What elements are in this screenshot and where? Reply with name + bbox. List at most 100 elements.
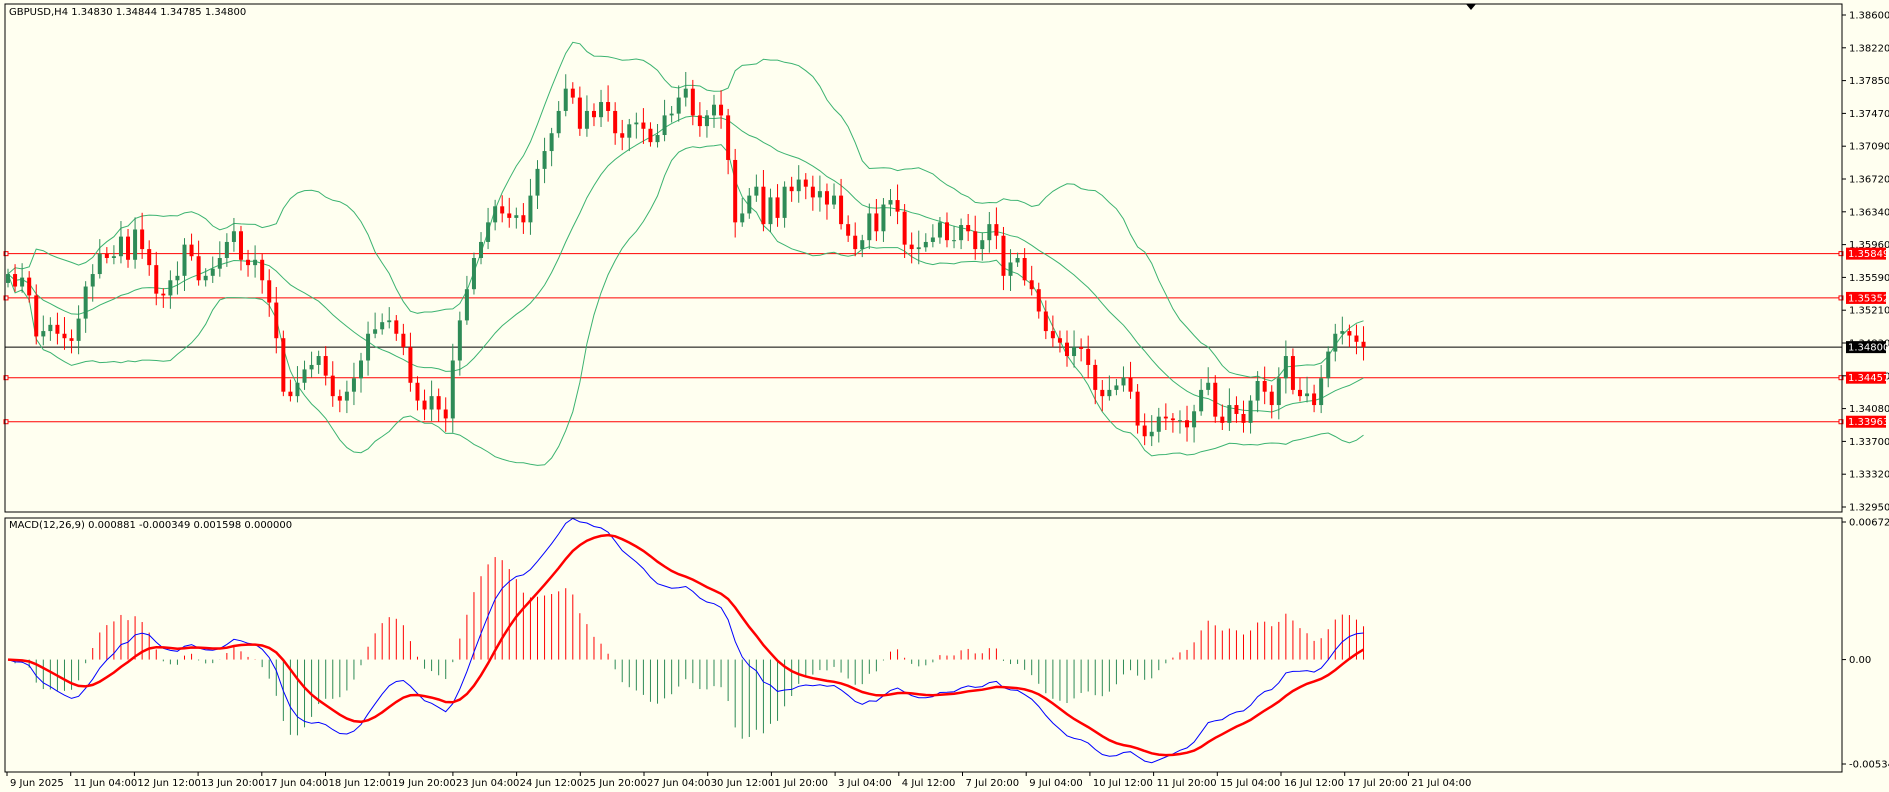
candle-45[interactable] — [323, 346, 328, 386]
level-handle-left-0[interactable] — [3, 251, 9, 257]
candle-156[interactable] — [1107, 375, 1112, 401]
candle-76[interactable] — [542, 137, 547, 184]
candle-103[interactable] — [733, 148, 738, 238]
candle-154[interactable] — [1093, 359, 1098, 405]
candle-144[interactable] — [1022, 248, 1027, 286]
candle-91[interactable] — [648, 122, 653, 147]
candle-54[interactable] — [387, 307, 392, 329]
candle-59[interactable] — [422, 389, 427, 421]
candle-86[interactable] — [613, 102, 618, 145]
candle-94[interactable] — [669, 106, 674, 123]
candle-176[interactable] — [1248, 395, 1253, 434]
candle-172[interactable] — [1220, 404, 1225, 431]
candle-83[interactable] — [591, 103, 596, 127]
candle-122[interactable] — [867, 203, 872, 250]
candle-151[interactable] — [1072, 330, 1077, 368]
candle-170[interactable] — [1206, 367, 1211, 396]
candle-123[interactable] — [874, 199, 879, 242]
level-handle-right-4[interactable] — [1838, 419, 1844, 425]
candle-120[interactable] — [853, 222, 858, 257]
candle-153[interactable] — [1086, 335, 1091, 379]
candle-97[interactable] — [690, 79, 695, 126]
candle-98[interactable] — [697, 102, 702, 137]
candle-29[interactable] — [210, 256, 215, 283]
candle-14[interactable] — [104, 247, 109, 264]
candle-179[interactable] — [1269, 385, 1274, 419]
candle-66[interactable] — [471, 252, 476, 295]
candle-63[interactable] — [450, 343, 455, 433]
candle-190[interactable] — [1347, 324, 1352, 348]
candle-15[interactable] — [111, 245, 116, 265]
candle-37[interactable] — [267, 269, 272, 317]
candle-155[interactable] — [1100, 380, 1105, 412]
candle-31[interactable] — [224, 233, 229, 267]
candle-99[interactable] — [704, 110, 709, 138]
candle-114[interactable] — [810, 175, 815, 211]
candle-183[interactable] — [1297, 377, 1302, 402]
candle-17[interactable] — [126, 228, 131, 268]
candle-36[interactable] — [260, 253, 265, 294]
candle-0[interactable] — [6, 268, 10, 288]
level-handle-left-3[interactable] — [3, 375, 9, 381]
level-handle-right-0[interactable] — [1838, 251, 1844, 257]
candle-19[interactable] — [140, 212, 145, 259]
candle-2[interactable] — [20, 263, 25, 293]
shift-marker-icon[interactable] — [1466, 4, 1476, 10]
candle-82[interactable] — [584, 95, 589, 137]
candle-158[interactable] — [1121, 366, 1126, 392]
candle-6[interactable] — [48, 317, 53, 341]
candle-72[interactable] — [514, 207, 519, 229]
candle-24[interactable] — [175, 261, 180, 295]
candle-61[interactable] — [436, 388, 441, 422]
level-handle-left-4[interactable] — [3, 419, 9, 425]
candle-101[interactable] — [719, 90, 724, 129]
candle-85[interactable] — [606, 85, 611, 122]
candle-110[interactable] — [782, 181, 787, 228]
candle-109[interactable] — [775, 184, 780, 227]
candle-131[interactable] — [930, 224, 935, 248]
candle-55[interactable] — [394, 315, 399, 341]
candle-38[interactable] — [274, 287, 279, 354]
candle-49[interactable] — [351, 362, 356, 406]
candle-53[interactable] — [380, 313, 385, 335]
candle-166[interactable] — [1177, 410, 1182, 434]
candle-162[interactable] — [1149, 415, 1154, 447]
candle-117[interactable] — [832, 183, 837, 209]
candle-62[interactable] — [443, 397, 448, 432]
candle-51[interactable] — [366, 321, 371, 376]
candle-13[interactable] — [97, 239, 102, 279]
candle-189[interactable] — [1340, 316, 1345, 345]
candle-39[interactable] — [281, 330, 286, 397]
candle-58[interactable] — [415, 376, 420, 411]
candle-56[interactable] — [401, 323, 406, 356]
candle-65[interactable] — [464, 275, 469, 325]
candle-27[interactable] — [196, 240, 201, 286]
candle-178[interactable] — [1262, 366, 1267, 405]
candle-177[interactable] — [1255, 371, 1260, 413]
candle-137[interactable] — [973, 215, 978, 260]
candle-139[interactable] — [987, 211, 992, 253]
candle-34[interactable] — [246, 249, 251, 277]
candle-46[interactable] — [330, 361, 335, 407]
candle-119[interactable] — [846, 215, 851, 242]
candle-50[interactable] — [359, 352, 363, 393]
candle-185[interactable] — [1312, 384, 1317, 413]
candle-23[interactable] — [168, 270, 173, 309]
level-price-box-0[interactable]: 1.35849 — [1846, 247, 1889, 261]
candle-18[interactable] — [133, 217, 138, 269]
candle-171[interactable] — [1213, 375, 1218, 423]
candle-28[interactable] — [203, 268, 208, 287]
candle-118[interactable] — [839, 178, 844, 230]
candle-26[interactable] — [189, 233, 194, 261]
candle-147[interactable] — [1043, 300, 1048, 340]
candle-182[interactable] — [1290, 348, 1295, 395]
candle-148[interactable] — [1050, 315, 1055, 348]
candle-12[interactable] — [90, 264, 95, 302]
candle-68[interactable] — [486, 207, 491, 250]
candle-48[interactable] — [344, 380, 349, 414]
candle-191[interactable] — [1354, 324, 1359, 355]
candle-77[interactable] — [549, 127, 554, 167]
level-handle-left-1[interactable] — [3, 295, 9, 301]
candle-73[interactable] — [521, 203, 526, 234]
